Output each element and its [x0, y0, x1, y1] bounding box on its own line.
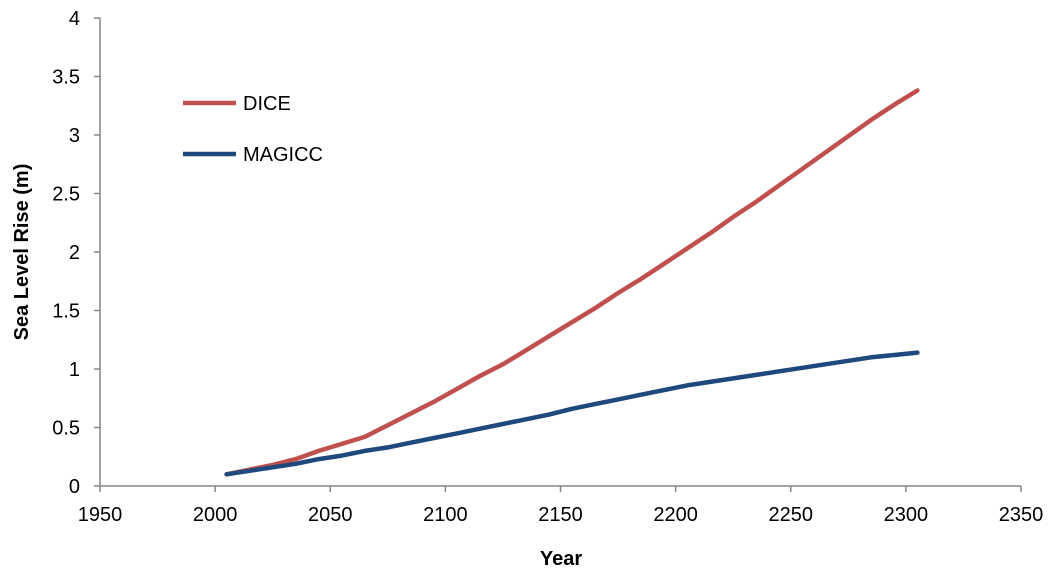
x-tick-label: 2100 — [423, 504, 468, 526]
x-tick-label: 2350 — [999, 504, 1044, 526]
x-tick-label: 2200 — [653, 504, 698, 526]
y-tick-label: 0.5 — [52, 418, 80, 440]
x-tick-label: 2150 — [538, 504, 583, 526]
series-line-dice — [224, 88, 920, 477]
legend-label-magicc: MAGICC — [243, 144, 323, 166]
y-tick-label: 3 — [69, 125, 80, 147]
x-axis-title: Year — [540, 548, 582, 569]
y-tick-label: 2.5 — [52, 184, 80, 206]
y-tick-label: 1.5 — [52, 301, 80, 323]
legend: DICE MAGICC — [183, 93, 323, 166]
series-line-magicc — [224, 350, 920, 477]
series-layer — [224, 88, 920, 477]
y-axis-title: Sea Level Rise (m) — [11, 164, 33, 341]
x-tick-label: 2000 — [193, 504, 238, 526]
y-tick-label: 2 — [69, 242, 80, 264]
y-tick-label: 0 — [69, 476, 80, 498]
y-tick-label: 3.5 — [52, 67, 80, 89]
y-tick-label: 1 — [69, 359, 80, 381]
x-axis-ticks: 1950 2000 2050 2100 2150 2200 2250 2300 2350 — [78, 486, 1044, 526]
x-tick-label: 2300 — [884, 504, 929, 526]
y-axis-ticks: 0 0.5 1 1.5 2 2.5 3 3.5 4 — [52, 8, 100, 498]
y-tick-label: 4 — [69, 8, 80, 30]
legend-label-dice: DICE — [243, 93, 291, 115]
x-tick-label: 2250 — [769, 504, 814, 526]
x-tick-label: 1950 — [78, 504, 123, 526]
x-tick-label: 2050 — [308, 504, 353, 526]
